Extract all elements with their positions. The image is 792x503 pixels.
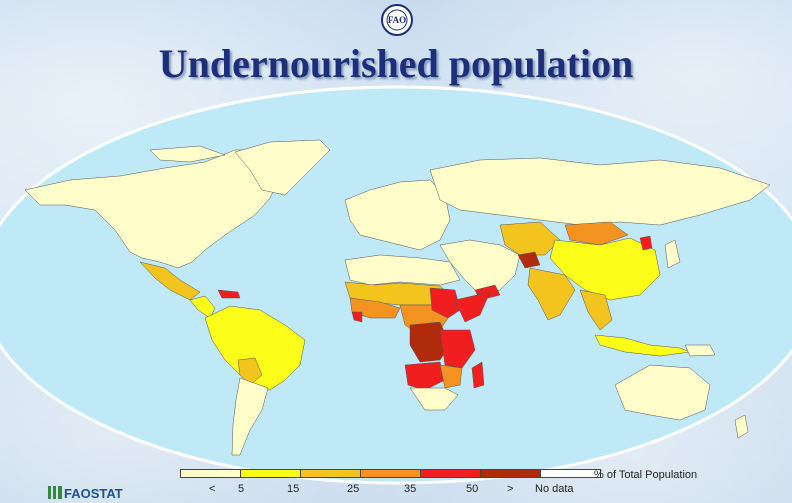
legend-class-1: [180, 469, 241, 478]
faostat-label: FAOSTAT: [64, 486, 123, 501]
region-canada-islands: [149, 145, 226, 163]
region-south-america-south: [231, 377, 269, 456]
legend-tick: 5: [238, 483, 245, 495]
region-central-america: [189, 295, 216, 319]
region-afghanistan: [517, 251, 541, 269]
legend-color-bar: [180, 469, 601, 479]
fao-seal-icon: FAO: [381, 4, 413, 36]
region-sierra-leone: [351, 311, 363, 323]
region-zambia: [439, 364, 463, 389]
region-bolivia: [237, 357, 263, 386]
legend-unit: % of Total Population: [594, 469, 698, 481]
bar-chart-icon: [48, 486, 62, 499]
region-greenland: [234, 139, 331, 196]
region-mongolia: [564, 221, 629, 246]
region-sudan-chad: [429, 287, 461, 319]
region-europe: [344, 179, 451, 251]
region-southeast-asia: [579, 289, 613, 331]
region-madagascar: [471, 361, 485, 389]
region-south-africa: [409, 387, 459, 411]
legend-class-7: [540, 469, 601, 478]
legend-class-4: [360, 469, 421, 478]
region-new-zealand: [734, 414, 749, 439]
legend-tick: >: [507, 483, 514, 495]
region-papua: [684, 344, 716, 357]
region-south-america-north: [204, 305, 306, 391]
region-australia: [614, 364, 711, 421]
legend-class-6: [480, 469, 541, 478]
region-caribbean: [217, 289, 241, 299]
region-east-africa: [439, 329, 476, 369]
region-north-africa: [344, 254, 461, 286]
legend-class-2: [240, 469, 301, 478]
region-korea-north: [639, 235, 653, 251]
faostat-logo: FAOSTAT: [48, 486, 123, 501]
region-mexico: [139, 261, 201, 301]
legend-tick: 15: [287, 483, 300, 495]
legend-class-5: [420, 469, 481, 478]
legend-tick: 50: [466, 483, 479, 495]
legend-tick: <: [209, 483, 216, 495]
region-russia: [429, 157, 771, 226]
region-india: [527, 267, 576, 321]
svg-text:FAO: FAO: [388, 15, 406, 25]
region-dr-congo: [409, 321, 451, 363]
region-china: [549, 237, 661, 301]
legend-tick: 35: [404, 483, 417, 495]
legend-tick: No data: [535, 483, 574, 495]
region-north-america: [24, 149, 301, 269]
legend-tick: 25: [347, 483, 360, 495]
region-middle-east: [439, 239, 521, 296]
region-angola: [404, 361, 446, 391]
region-japan: [664, 239, 681, 269]
region-horn-africa: [454, 291, 491, 323]
region-central-asia: [499, 221, 561, 256]
map-title: Undernourished population: [158, 41, 634, 86]
legend-class-3: [300, 469, 361, 478]
